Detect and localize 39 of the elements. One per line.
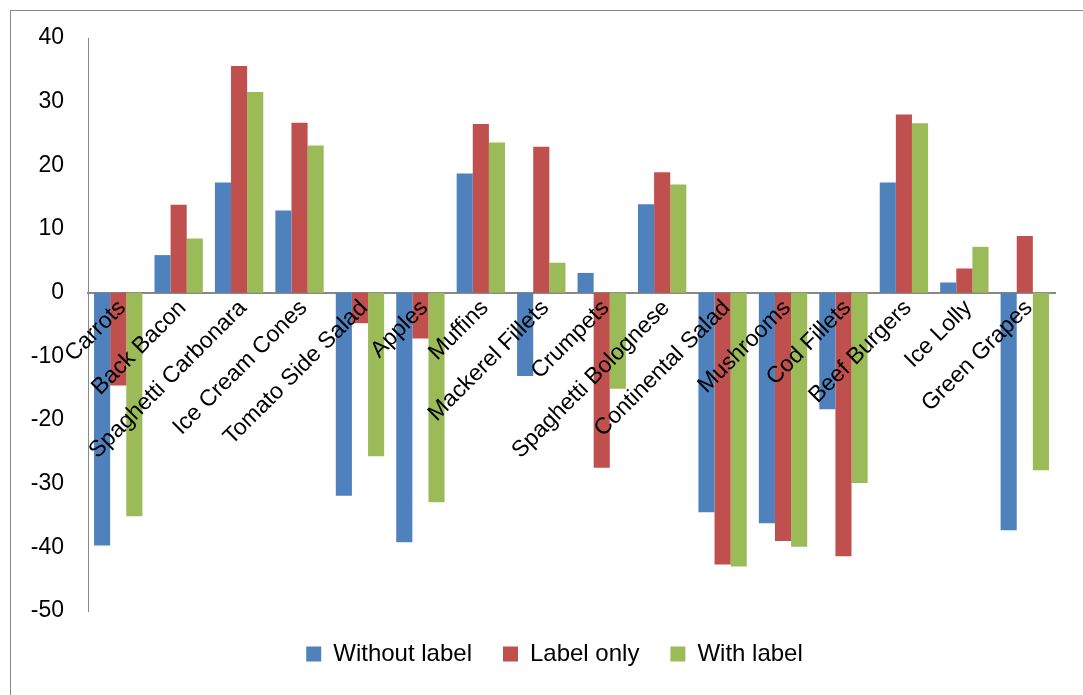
bar: [879, 182, 896, 293]
bar: [170, 204, 187, 293]
y-tick-label: 10: [38, 214, 64, 241]
y-tick-label: -50: [30, 596, 64, 623]
y-tick-label: -40: [30, 532, 64, 559]
bar: [186, 238, 203, 293]
bar: [972, 246, 989, 293]
bar: [291, 122, 308, 293]
bar: [1016, 236, 1033, 293]
y-tick-label: 20: [38, 150, 64, 177]
y-tick-label: -10: [30, 341, 64, 368]
legend-label: Label only: [529, 638, 640, 666]
bar: [1032, 292, 1049, 471]
bar: [488, 142, 506, 293]
bar: [577, 272, 594, 293]
legend-label: With label: [697, 638, 803, 666]
bar: [307, 145, 324, 293]
y-tick-label: -30: [30, 469, 64, 496]
bar: [154, 255, 171, 293]
bar: [940, 282, 957, 293]
legend-label: Without label: [333, 638, 472, 666]
y-tick-label: 40: [38, 23, 64, 50]
y-tick-label: 0: [51, 278, 64, 305]
y-tick-label: -20: [30, 405, 64, 432]
bar: [956, 268, 973, 293]
bar: [654, 172, 671, 293]
bar: [549, 262, 566, 293]
bar: [275, 210, 292, 293]
bar: [214, 182, 232, 293]
bar: [637, 204, 655, 293]
bar: [472, 123, 489, 293]
bar: [456, 173, 473, 293]
y-tick-label: 30: [38, 87, 64, 114]
bar: [911, 123, 929, 293]
bar: [247, 92, 264, 293]
bar: [533, 146, 550, 293]
bar: [895, 114, 912, 293]
bar: [231, 66, 248, 293]
bar: [670, 184, 687, 293]
